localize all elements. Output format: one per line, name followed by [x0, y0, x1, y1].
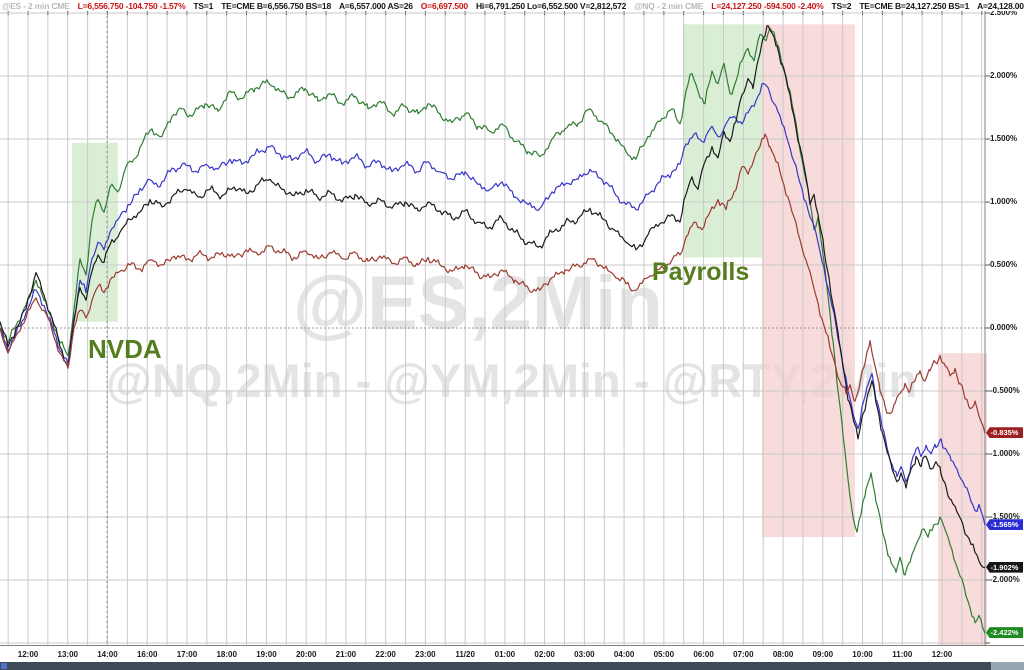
time-axis-label: 17:00 — [176, 650, 198, 659]
price-axis-label: 2.000% — [990, 71, 1018, 80]
watermark-primary-symbol: @ES,2Min — [293, 261, 663, 346]
quote-field: Hi=6,791.250 Lo=6,552.500 V=2,812,572 — [475, 0, 627, 11]
last-price-flag: -0.835% — [986, 427, 1023, 439]
time-axis-label: 06:00 — [693, 650, 714, 659]
time-axis-label: 04:00 — [613, 650, 635, 659]
quote-bar: @ES - 2 min CME L=6,556.750 -104.750 -1.5… — [0, 0, 1024, 11]
time-axis-label: 02:00 — [534, 650, 555, 659]
price-axis-label: 1.500% — [990, 134, 1018, 143]
time-axis-label: 23:00 — [415, 650, 436, 659]
time-axis-label: 08:00 — [772, 650, 794, 659]
price-axis-label: -0.500% — [990, 386, 1020, 395]
time-axis-label: 05:00 — [653, 650, 675, 659]
quote-field: @NQ - 2 min CME — [634, 0, 704, 11]
series-NQ-2min — [0, 27, 986, 634]
time-axis-label: 13:00 — [57, 650, 78, 659]
price-axis[interactable]: 2.500% 2.000% 1.500% 1.000% 0.500% 0.000% -0.5… — [985, 0, 1024, 645]
price-axis-label: -1.500% — [990, 512, 1020, 521]
quote-field: L=6,556.750 -104.750 -1.57% — [77, 0, 186, 11]
price-axis-label: 0.500% — [990, 260, 1018, 269]
last-price-flag: -2.422% — [986, 627, 1023, 639]
time-axis-label: 20:00 — [295, 650, 317, 659]
quote-field: O=6,697.500 — [420, 0, 468, 11]
quote-field: A=24,128.000 AS=3 — [977, 0, 1024, 11]
scrollbar-thumb[interactable] — [991, 662, 1024, 670]
quote-field: TE=CME B=24,127.250 BS=1 — [859, 0, 970, 11]
time-axis[interactable]: 12:00 13:00 14:00 16:00 17:00 18:00 19:00 20:00… — [0, 645, 1024, 663]
time-axis-label: 11/20 — [455, 650, 475, 659]
time-axis-label: 11:00 — [892, 650, 913, 659]
series-RTY-2min — [0, 133, 986, 434]
price-axis-label: 0.000% — [990, 323, 1018, 332]
highlight-band-payrolls-green — [683, 24, 762, 258]
time-axis-label: 22:00 — [375, 650, 396, 659]
quote-field: TS=2 — [831, 0, 852, 11]
price-axis-label: -2.000% — [990, 575, 1020, 584]
time-axis-label: 07:00 — [733, 650, 754, 659]
highlight-band-selloff-red — [762, 24, 855, 538]
scrollbar-left-button[interactable] — [1, 663, 7, 669]
highlight-band-nvda-green — [72, 142, 118, 322]
time-axis-label: 12:00 — [17, 650, 39, 659]
bottom-scrollbar — [0, 662, 1024, 670]
time-axis-label: 19:00 — [256, 650, 277, 659]
time-axis-label: 21:00 — [335, 650, 357, 659]
series-ES-2min — [0, 83, 986, 526]
time-axis-label: 03:00 — [574, 650, 595, 659]
quote-field: TS=1 — [193, 0, 214, 11]
time-axis-label: 18:00 — [216, 650, 237, 659]
time-axis-label: 12:00 — [931, 650, 953, 659]
time-axis-label: 09:00 — [812, 650, 834, 659]
quote-field: TE=CME B=6,556.750 BS=18 — [221, 0, 331, 11]
price-axis-label: 1.000% — [990, 197, 1018, 206]
time-axis-label: 01:00 — [494, 650, 516, 659]
annotation-nvda: NVDA — [88, 334, 162, 364]
highlight-band-late-selloff-red — [938, 353, 987, 645]
quote-field: A=6,557.000 AS=26 — [338, 0, 413, 11]
time-axis-label: 16:00 — [136, 650, 158, 659]
time-axis-label: 14:00 — [97, 650, 118, 659]
last-price-flag: -1.565% — [986, 519, 1023, 531]
price-axis-label: 2.500% — [990, 8, 1018, 17]
quote-field: @ES - 2 min CME — [2, 0, 70, 11]
series-YM-2min — [0, 25, 986, 569]
last-price-flag: -1.902% — [986, 561, 1023, 573]
price-axis-label: -1.000% — [990, 449, 1020, 458]
annotation-payrolls: Payrolls — [652, 258, 750, 286]
time-axis-label: 10:00 — [852, 650, 873, 659]
quote-field: L=24,127.250 -594.500 -2.40% — [711, 0, 824, 11]
